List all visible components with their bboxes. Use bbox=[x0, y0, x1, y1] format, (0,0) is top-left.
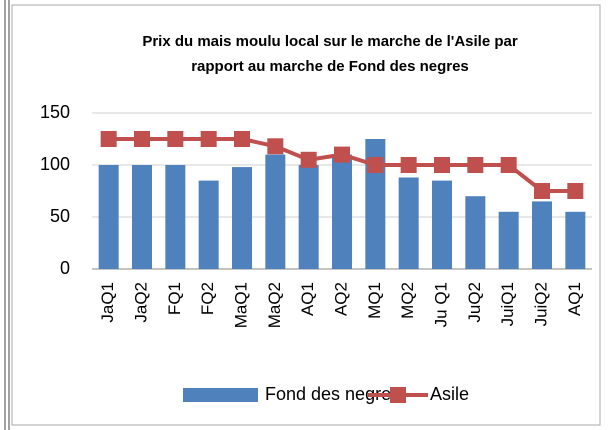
chart-title: rapport au marche de Fond des negres bbox=[191, 58, 469, 75]
marker bbox=[500, 157, 517, 173]
bar bbox=[165, 165, 186, 269]
marker bbox=[534, 183, 550, 199]
x-tick-label: MaQ1 bbox=[231, 282, 250, 328]
legend-swatch bbox=[183, 388, 258, 402]
marker bbox=[400, 157, 417, 173]
x-tick-label: FQ2 bbox=[198, 282, 217, 315]
x-tick-label: JaQ2 bbox=[131, 282, 150, 323]
marker bbox=[467, 157, 484, 173]
legend-label: Asile bbox=[430, 384, 469, 404]
x-tick-label: JaQ1 bbox=[98, 282, 117, 323]
bar bbox=[298, 165, 319, 269]
bar bbox=[98, 165, 119, 269]
marker bbox=[434, 157, 450, 173]
y-tick-label: 150 bbox=[40, 102, 70, 122]
marker bbox=[234, 131, 250, 147]
marker bbox=[567, 183, 584, 199]
marker bbox=[100, 131, 117, 147]
chart-border bbox=[11, 4, 601, 426]
bar bbox=[498, 211, 519, 269]
x-tick-label: MaQ2 bbox=[265, 282, 284, 328]
marker bbox=[167, 131, 184, 147]
y-tick-label: 100 bbox=[40, 154, 70, 174]
y-tick-label: 0 bbox=[60, 258, 70, 278]
bar bbox=[132, 165, 152, 269]
marker bbox=[134, 131, 150, 147]
legend-swatch bbox=[390, 387, 406, 403]
bar bbox=[232, 167, 252, 269]
bar bbox=[265, 154, 286, 269]
x-tick-label: AQ1 bbox=[298, 282, 317, 316]
marker bbox=[200, 131, 217, 147]
x-tick-label: JuiQ2 bbox=[531, 282, 550, 326]
x-tick-label: AQ1 bbox=[565, 282, 584, 316]
x-tick-label: FQ1 bbox=[165, 282, 184, 315]
x-tick-label: JuQ2 bbox=[465, 282, 484, 323]
y-tick-label: 50 bbox=[50, 206, 70, 226]
x-tick-label: AQ2 bbox=[331, 282, 350, 316]
bar bbox=[432, 180, 452, 269]
marker bbox=[334, 146, 350, 163]
bar bbox=[465, 196, 486, 269]
legend-label: Fond des negres bbox=[265, 384, 400, 404]
x-tick-label: MQ2 bbox=[398, 282, 417, 319]
bar bbox=[198, 180, 219, 269]
x-tick-label: JuiQ1 bbox=[498, 282, 517, 326]
bar bbox=[398, 177, 419, 269]
bar bbox=[332, 154, 352, 269]
bar bbox=[532, 201, 552, 269]
marker bbox=[367, 157, 384, 173]
bar bbox=[565, 211, 586, 269]
marker bbox=[267, 138, 284, 155]
chart-title: Prix du mais moulu local sur le marche d… bbox=[142, 33, 518, 50]
x-tick-label: Ju Q1 bbox=[431, 282, 450, 327]
marker bbox=[300, 151, 317, 168]
x-tick-label: MQ1 bbox=[365, 282, 384, 319]
